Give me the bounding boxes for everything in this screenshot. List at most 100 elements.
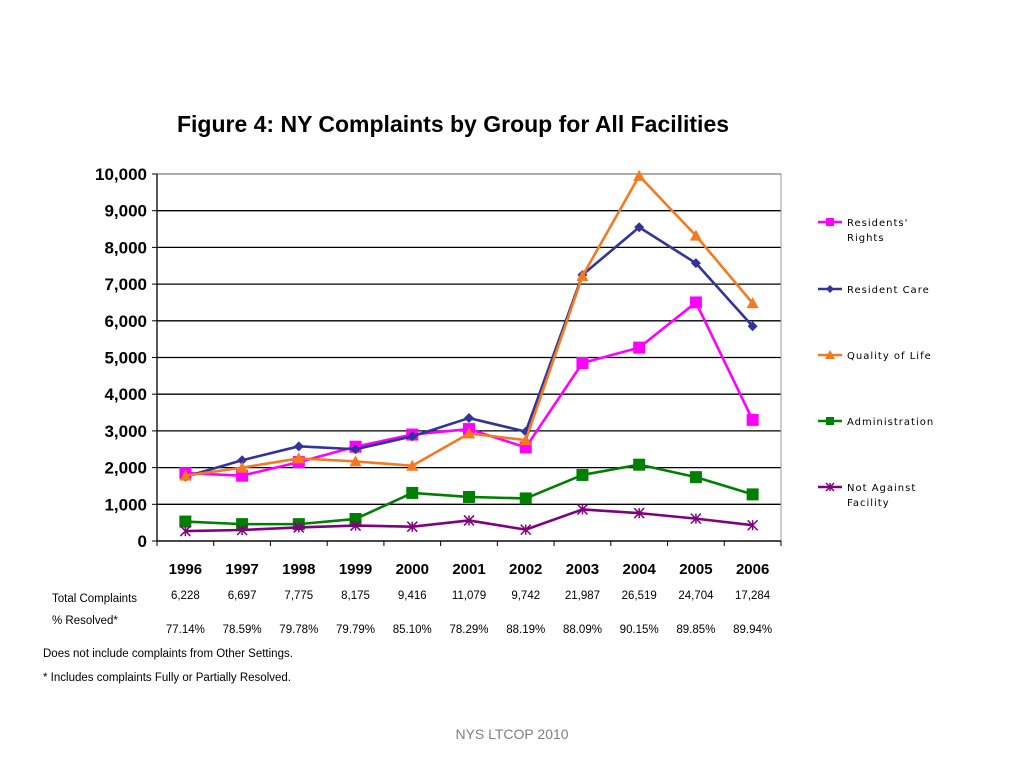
series-group [179,169,759,537]
x-tick-label: 2004 [622,561,656,578]
y-tick-label: 0 [138,532,147,551]
data-point-not-against-facility [406,521,418,533]
percent-resolved-value: 89.94% [733,624,772,636]
data-point-resident-care [237,455,248,466]
y-tick-label: 6,000 [104,312,147,331]
data-point-quality-of-life [292,452,305,464]
data-point-resident-care [293,441,304,452]
legend-label-residents-rights: Rights [847,233,885,244]
legend-label-not-against-facility: Not Against [847,483,916,494]
data-point-administration [179,515,192,528]
legend-marker-resident-care [826,285,834,293]
series-line-resident-care [185,225,754,479]
percent-resolved-value: 79.78% [279,624,318,636]
data-point-not-against-facility [293,521,305,533]
y-tick-label: 9,000 [104,202,147,221]
total-complaints-value: 9,742 [511,590,540,602]
data-point-residents-rights [236,469,249,482]
data-point-not-against-facility [520,524,532,536]
x-axis-ticks: 1996 1997 1998 1999 2000 2001 2002 2003 2004 2005… [156,541,782,578]
data-point-residents-rights [746,413,759,426]
data-point-administration [576,468,589,481]
note-other-settings: Does not include complaints from Other S… [43,648,293,660]
legend-marker-administration [826,417,834,425]
percent-resolved-value: 88.09% [563,624,602,636]
data-point-not-against-facility [350,520,362,532]
legend-label-not-against-facility: Facility [847,498,890,509]
x-tick-label: 2006 [736,561,769,578]
data-point-resident-care [634,222,645,233]
x-tick-label: 2001 [452,561,485,578]
y-tick-label: 3,000 [104,422,147,441]
x-tick-label: 1998 [282,561,315,578]
x-tick-label: 2002 [509,561,542,578]
legend-marker-quality-of-life [825,350,835,359]
data-point-not-against-facility [747,519,759,531]
data-point-quality-of-life [349,455,362,467]
total-complaints-value: 11,079 [452,590,486,602]
percent-resolved-value: 89.85% [676,624,715,636]
percent-resolved-value: 79.79% [336,624,375,636]
data-point-resident-care [464,413,474,424]
percent-resolved-value: 78.29% [449,624,488,636]
data-point-resident-care [747,321,758,332]
percent-resolved-value: 85.10% [393,624,432,636]
data-point-resident-care [690,258,701,269]
data-point-administration [633,458,646,471]
data-point-residents-rights [633,341,646,354]
total-complaints-value: 7,775 [284,590,313,602]
data-point-administration [519,492,532,505]
data-point-residents-rights [576,357,589,370]
data-point-quality-of-life [519,434,532,446]
data-point-administration [463,490,475,503]
percent-resolved-value: 90.15% [620,624,659,636]
data-point-quality-of-life [746,297,759,309]
legend-marker-not-against-facility [825,482,835,492]
data-point-quality-of-life [689,229,702,241]
data-point-quality-of-life [236,461,249,473]
gridlines [156,173,782,542]
data-point-not-against-facility [576,503,588,515]
data-point-administration [746,488,759,501]
percent-resolved-value: 78.59% [223,624,262,636]
data-point-not-against-facility [633,507,645,519]
x-tick-label: 2000 [396,561,429,578]
x-tick-label: 2003 [566,561,599,578]
data-point-not-against-facility [179,525,191,537]
total-complaints-value: 26,519 [622,590,657,602]
data-point-quality-of-life [633,169,646,181]
y-tick-label: 8,000 [104,238,147,257]
total-complaints-value: 6,228 [171,590,200,602]
data-point-not-against-facility [236,524,248,536]
total-complaints-label: Total Complaints [52,593,137,605]
percent-resolved-label: % Resolved* [52,615,118,627]
percent-resolved-value: 88.19% [506,624,545,636]
x-tick-label: 2005 [679,561,712,578]
chart-title: Figure 4: NY Complaints by Group for All… [177,111,729,137]
percent-resolved-value: 77.14% [166,624,205,636]
y-tick-label: 7,000 [104,275,147,294]
y-tick-label: 10,000 [95,165,147,184]
data-point-administration [406,486,419,499]
data-point-resident-care [350,444,361,455]
x-tick-label: 1997 [225,561,258,578]
series-line-residents-rights [185,301,754,477]
note-resolved: * Includes complaints Fully or Partially… [43,672,291,684]
legend-label-residents-rights: Residents' [847,218,908,229]
y-tick-label: 4,000 [104,385,147,404]
total-complaints-value: 6,697 [228,590,257,602]
data-point-residents-rights [689,296,702,309]
x-tick-label: 1996 [169,561,202,578]
total-complaints-value: 9,416 [398,590,427,602]
data-point-resident-care [407,431,418,442]
total-complaints-value: 17,284 [735,590,771,602]
data-point-quality-of-life [576,270,589,282]
x-tick-label: 1999 [339,561,372,578]
footer-credit: NYS LTCOP 2010 [455,726,568,742]
data-point-not-against-facility [690,513,702,525]
y-tick-label: 2,000 [104,459,147,478]
legend: Residents' Rights Resident Care Quality of … [818,218,933,509]
total-complaints-value: 24,704 [678,590,714,602]
data-point-administration [689,471,702,484]
legend-label-resident-care: Resident Care [847,285,930,296]
